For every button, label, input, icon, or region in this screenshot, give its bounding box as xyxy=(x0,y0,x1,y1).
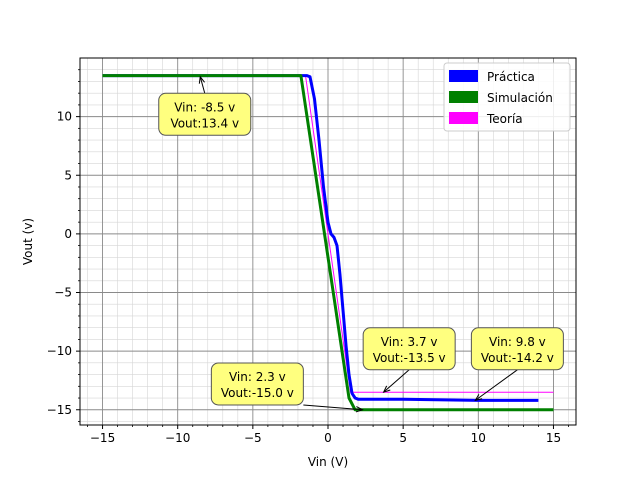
y-axis-label: Vout (v) xyxy=(21,218,35,265)
annotation-layer: Vin: -8.5 v Vout:13.4 v Vin: 3.7 v Vout:-13… xyxy=(158,75,564,413)
y-tick-label: 10 xyxy=(57,110,72,124)
legend-swatch-teoria xyxy=(449,112,478,124)
annotation-text: Vin: 2.3 v xyxy=(229,370,286,384)
annotation-box xyxy=(470,327,564,371)
annotation-arrow xyxy=(383,369,410,393)
legend-label-practica: Práctica xyxy=(487,70,535,84)
ticks: −15 −10 −5 0 5 10 15 −15 −10 −5 0 5 10 xyxy=(47,69,569,445)
x-axis-label: Vin (V) xyxy=(308,455,348,469)
y-tick-label: −5 xyxy=(54,286,72,300)
annotation: Vin: 2.3 v Vout:-15.0 v xyxy=(210,362,364,413)
legend-swatch-practica xyxy=(449,70,478,82)
legend-label-simulacion: Simulación xyxy=(487,91,553,105)
annotation-arrowhead xyxy=(382,385,391,394)
annotation-text: Vout:-13.5 v xyxy=(373,351,446,365)
legend-swatch-simulacion xyxy=(449,91,478,103)
annotation: Vin: 3.7 v Vout:-13.5 v xyxy=(362,327,456,394)
annotation-box xyxy=(210,362,304,406)
annotation-text: Vin: 9.8 v xyxy=(489,335,546,349)
annotation: Vin: 9.8 v Vout:-14.2 v xyxy=(470,327,564,402)
annotation-arrow xyxy=(303,404,363,411)
y-tick-label: 5 xyxy=(64,168,72,182)
annotation-text: Vout:-15.0 v xyxy=(221,386,294,400)
annotation-arrowhead xyxy=(198,75,205,84)
annotation: Vin: -8.5 v Vout:13.4 v xyxy=(158,75,252,136)
x-tick-label: −5 xyxy=(244,431,262,445)
series-line-practica xyxy=(102,74,539,402)
annotation-arrowhead xyxy=(474,394,483,402)
series-line-simulacion xyxy=(102,74,554,412)
annotation-text: Vout:13.4 v xyxy=(170,116,239,130)
annotation-arrowhead xyxy=(355,406,364,413)
x-tick-label: 10 xyxy=(471,431,486,445)
annotation-text: Vin: 3.7 v xyxy=(381,335,438,349)
y-tick-label: 0 xyxy=(64,227,72,241)
annotation-arrow xyxy=(475,369,518,401)
x-tick-label: −15 xyxy=(90,431,115,445)
x-tick-label: 0 xyxy=(324,431,332,445)
annotation-text: Vin: -8.5 v xyxy=(174,100,235,114)
y-tick-label: −10 xyxy=(47,344,72,358)
y-tick-label: −15 xyxy=(47,403,72,417)
x-tick-label: 15 xyxy=(546,431,561,445)
legend-label-teoria: Teoría xyxy=(486,112,523,126)
annotation-text: Vout:-14.2 v xyxy=(481,351,554,365)
series-layer xyxy=(102,74,554,412)
legend[interactable]: Práctica Simulación Teoría xyxy=(443,62,571,132)
annotation-arrow xyxy=(199,76,206,94)
x-tick-label: 5 xyxy=(399,431,407,445)
x-tick-label: −10 xyxy=(165,431,190,445)
annotation-box xyxy=(362,327,456,371)
annotation-box xyxy=(158,92,252,136)
